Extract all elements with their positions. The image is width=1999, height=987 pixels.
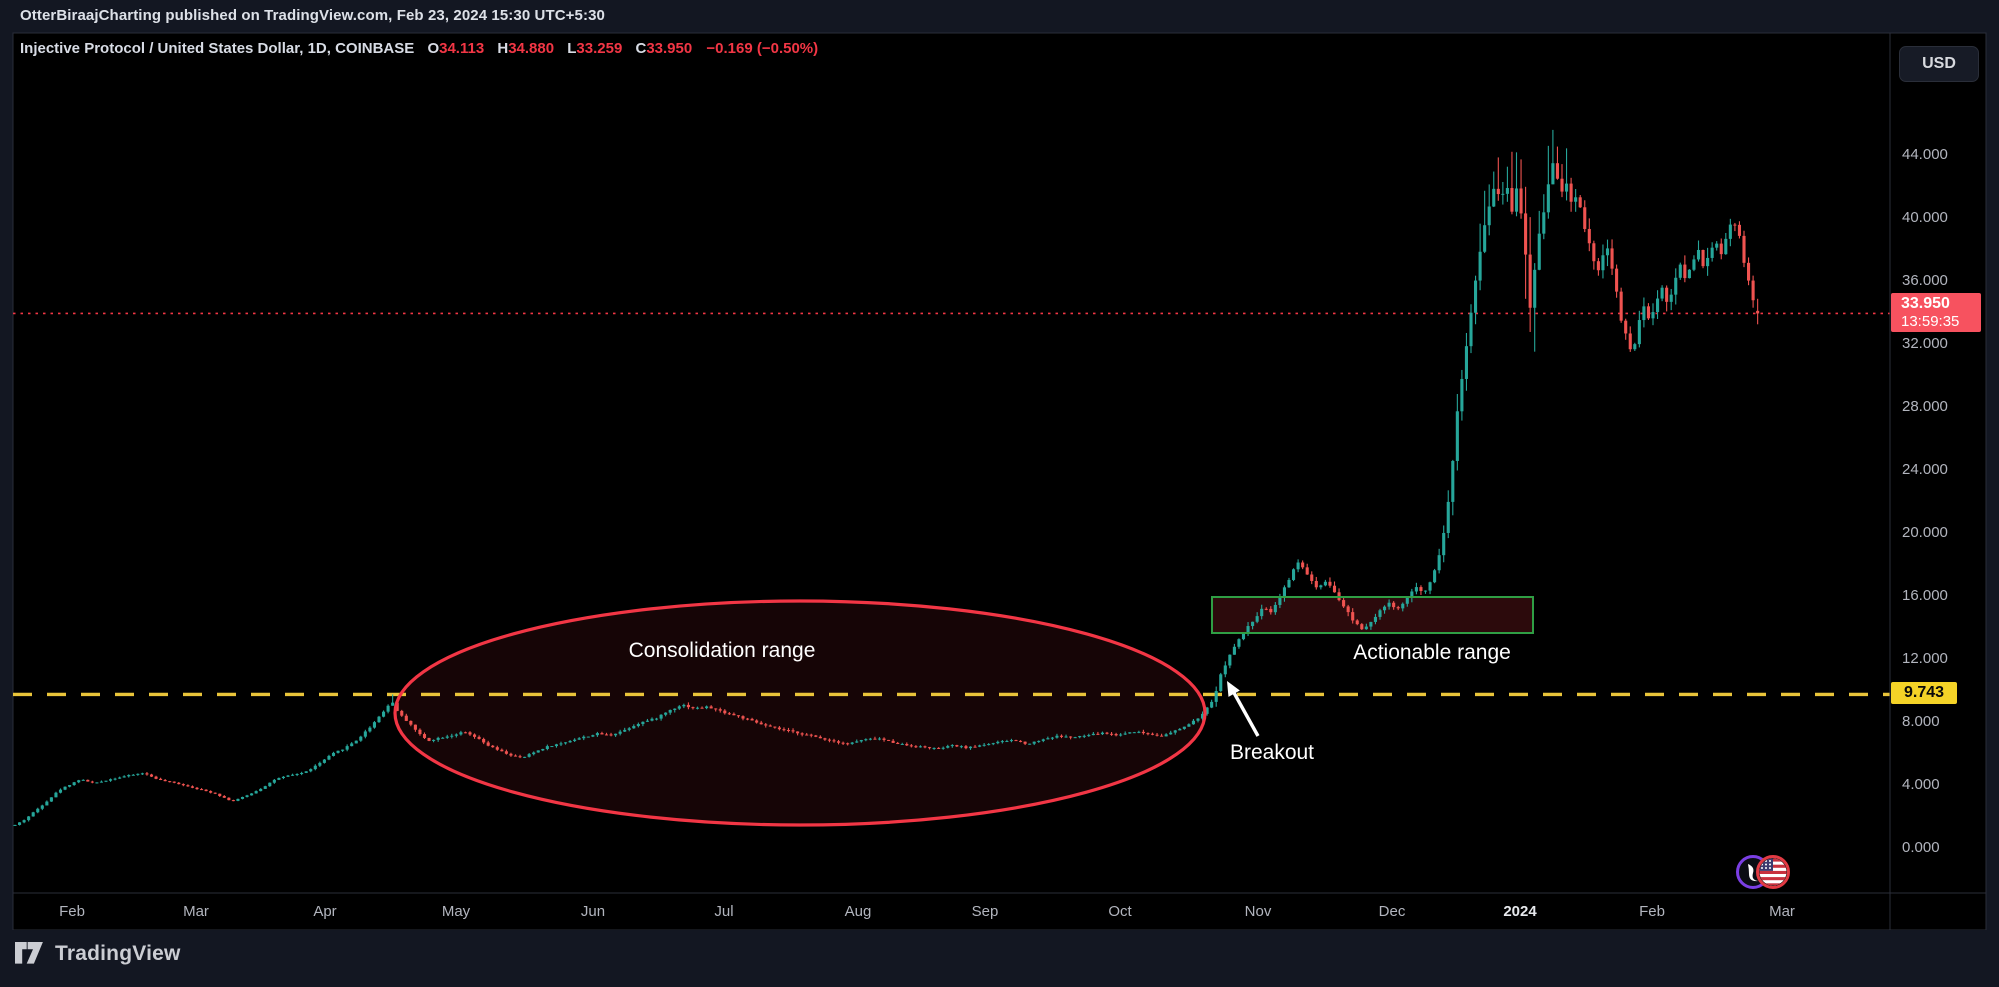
candlestick-series	[13, 129, 1760, 826]
actionable-range-box-fill	[1212, 597, 1533, 633]
time-axis[interactable]: Feb Mar Apr May Jun Jul Aug Sep Oct Nov Dec 2024 Feb…	[13, 894, 1890, 930]
consolidation-range-label: Consolidation range	[628, 639, 816, 662]
ohlc-high-label: H	[497, 40, 509, 57]
time-axis-label: Aug	[844, 903, 872, 920]
time-axis-label: Feb	[1639, 903, 1665, 920]
time-axis-label: Mar	[1769, 903, 1795, 920]
tradingview-logo-icon	[15, 942, 43, 964]
breakout-label: Breakout	[1229, 741, 1315, 764]
price-scale[interactable]: USD 44.000 40.000 36.000 32.000 28.000 24.000…	[1891, 33, 1986, 930]
price-tick-label: 12.000	[1902, 649, 1948, 667]
time-axis-label: Jul	[714, 903, 734, 920]
currency-toggle-button[interactable]: USD	[1899, 46, 1979, 82]
time-axis-label: Oct	[1108, 903, 1132, 920]
time-axis-label: Apr	[313, 903, 337, 920]
price-tick-label: 44.000	[1902, 146, 1948, 164]
ohlc-open-label: O	[427, 40, 440, 57]
price-tick-label: 4.000	[1902, 775, 1940, 793]
bottom-bar: TradingView	[0, 930, 1999, 987]
breakout-arrowhead	[1227, 681, 1240, 697]
ohlc-low-label: L	[567, 40, 577, 57]
usd-flag-icon	[1756, 855, 1790, 889]
price-tick-label: 20.000	[1902, 524, 1948, 541]
price-tick-label: 40.000	[1902, 209, 1948, 227]
price-tick-label: 28.000	[1902, 398, 1948, 416]
publish-text: OtterBiraajCharting published on Trading…	[20, 7, 605, 24]
tradingview-logo-text: TradingView	[55, 942, 181, 965]
last-price-label: 33.950 13:59:35	[1891, 293, 1981, 333]
ohlc-open-value: 34.113	[439, 40, 485, 57]
symbol-title[interactable]: Injective Protocol / United States Dolla…	[20, 40, 415, 57]
time-axis-label: Feb	[59, 903, 85, 920]
actionable-range-box	[1211, 596, 1534, 634]
time-axis-label: May	[441, 903, 471, 920]
ohlc-close-label: C	[635, 40, 647, 57]
ohlc-change: −0.169 (−0.50%)	[706, 40, 819, 57]
time-axis-label: Jun	[580, 903, 606, 920]
price-tick-label: 8.000	[1902, 712, 1940, 730]
ohlc-close-value: 33.950	[646, 40, 693, 57]
publish-bar: OtterBiraajCharting published on Trading…	[0, 0, 1999, 33]
chart-background	[12, 32, 1987, 931]
ohlc-low-value: 33.259	[576, 40, 623, 57]
consolidation-ellipse	[393, 599, 1207, 827]
tradingview-logo[interactable]: TradingView	[15, 942, 181, 966]
breakout-arrow	[1231, 690, 1260, 737]
symbol-header: Injective Protocol / United States Dolla…	[20, 40, 818, 57]
ohlc-high-value: 34.880	[508, 40, 555, 57]
time-axis-label: Nov	[1244, 903, 1272, 920]
time-axis-label: Mar	[183, 903, 209, 920]
price-tick-label: 0.000	[1902, 838, 1940, 856]
price-tick-label: 32.000	[1902, 335, 1948, 353]
time-axis-label: 2024	[1503, 903, 1537, 920]
time-axis-label: Sep	[971, 903, 999, 920]
time-axis-label: Dec	[1378, 903, 1406, 920]
price-tick-label: 24.000	[1902, 461, 1948, 479]
bar-countdown: 13:59:35	[1901, 313, 1960, 331]
last-price-value: 33.950	[1901, 295, 1950, 313]
support-level-label: 9.743	[1891, 682, 1957, 705]
instrument-logos	[1734, 853, 1792, 891]
price-tick-label: 36.000	[1902, 272, 1948, 290]
actionable-range-label: Actionable range	[1353, 641, 1511, 664]
price-tick-label: 16.000	[1902, 586, 1948, 604]
consolidation-ellipse-fill	[395, 601, 1205, 825]
